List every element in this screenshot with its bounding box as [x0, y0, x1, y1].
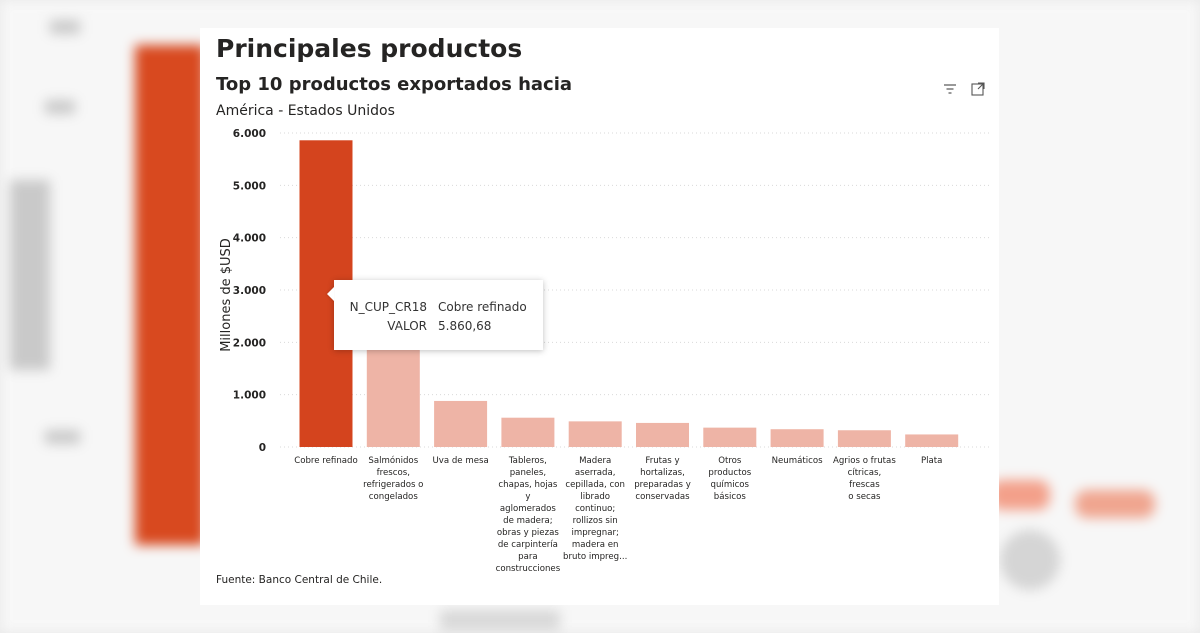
chart-title: Top 10 productos exportados hacia	[216, 74, 573, 95]
y-axis-label: Millones de $USD	[219, 238, 234, 352]
x-tick-label-line: Uva de mesa	[432, 456, 489, 466]
x-tick-label-line: aserrada,	[574, 468, 616, 478]
chart-card: Principales productos Top 10 productos e…	[200, 28, 999, 605]
x-tick-label-line: librado	[580, 492, 611, 502]
x-tick-label-line: paneles,	[509, 468, 547, 478]
focus-mode-icon[interactable]	[969, 80, 987, 98]
bar[interactable]	[434, 400, 488, 447]
bar[interactable]	[905, 434, 959, 447]
x-tick-label-line: cítricas, frescas	[847, 468, 882, 490]
x-tick-label: Uva de mesa	[428, 455, 494, 467]
x-tick-label-line: Frutas y	[645, 456, 680, 466]
y-tick-label: 3.000	[233, 285, 266, 297]
x-tick-label-line: madera en	[571, 540, 619, 550]
x-tick-label-line: Agrios o frutas	[832, 456, 896, 466]
x-tick-label-line: obras y piezas	[496, 528, 559, 538]
x-tick-label: Otros productos químicos básicos	[697, 455, 763, 503]
x-tick-label-line: hortalizas,	[640, 468, 685, 478]
x-tick-label: Cobre refinado	[293, 455, 359, 467]
tooltip-key: VALOR	[387, 319, 427, 333]
x-tick-label-line: impregnar;	[571, 528, 619, 538]
x-tick-label-line: congelados	[368, 492, 418, 502]
x-tick-label: Tableros, paneles, chapas, hojas y aglomera…	[495, 455, 561, 575]
bar[interactable]	[501, 417, 555, 447]
x-tick-label-line: preparadas y	[634, 480, 691, 490]
x-tick-label-line: refrigerados o	[363, 480, 424, 490]
x-tick-label-line: productos	[708, 468, 752, 478]
x-tick-label-line: continuo;	[575, 504, 616, 514]
bar[interactable]	[636, 422, 689, 447]
bar[interactable]	[703, 427, 757, 447]
y-tick-label: 1.000	[233, 390, 266, 402]
x-tick-label-line: construcciones	[495, 564, 561, 574]
bar[interactable]	[770, 429, 824, 447]
x-tick-label-line: cepillada, con	[565, 480, 625, 490]
x-tick-label: Neumáticos	[764, 455, 830, 467]
x-tick-label: Agrios o frutas cítricas, frescas o secas	[831, 455, 897, 503]
x-tick-label-line: chapas, hojas y	[498, 480, 558, 502]
x-tick-label: Madera aserrada, cepillada, con librado cont…	[562, 455, 628, 563]
x-tick-label-line: conservadas	[635, 492, 690, 502]
x-tick-label-line: básicos	[713, 492, 746, 502]
x-tick-label-line: de carpintería	[497, 540, 558, 550]
y-tick-label: 2.000	[233, 337, 266, 349]
bar[interactable]	[366, 347, 420, 447]
x-tick-label-line: Tableros,	[508, 456, 547, 466]
chart-subtitle: América - Estados Unidos	[216, 103, 395, 119]
x-tick-label-line: frescos,	[376, 468, 410, 478]
x-tick-label-line: aglomerados	[499, 504, 556, 514]
x-tick-label-line: químicos	[710, 480, 750, 490]
x-tick-label-line: Cobre refinado	[294, 456, 358, 466]
y-tick-label: 6.000	[233, 128, 266, 140]
x-tick-label-line: Salmónidos	[368, 456, 419, 466]
tooltip-value: Cobre refinado	[438, 300, 527, 314]
x-tick-label-line: Otros	[718, 456, 742, 466]
x-tick-label-line: Neumáticos	[771, 456, 823, 466]
x-tick-label: Salmónidos frescos, refrigerados o congelad…	[360, 455, 426, 503]
x-tick-label: Plata	[899, 455, 965, 467]
bar[interactable]	[568, 421, 622, 447]
x-tick-label-line: bruto impreg...	[563, 552, 628, 562]
filter-icon[interactable]	[941, 80, 959, 98]
x-tick-label: Frutas y hortalizas, preparadas y conservad…	[630, 455, 696, 503]
y-tick-label: 5.000	[233, 180, 266, 192]
y-tick-label: 0	[259, 442, 266, 454]
x-tick-label-line: Madera	[579, 456, 612, 466]
x-tick-label-line: de madera;	[503, 516, 553, 526]
tooltip-key: N_CUP_CR18	[349, 300, 427, 314]
page-title: Principales productos	[216, 34, 523, 63]
x-tick-label-line: para	[518, 552, 538, 562]
x-tick-label-line: rollizos sin	[572, 516, 618, 526]
tooltip: N_CUP_CR18 Cobre refinado VALOR 5.860,68	[334, 280, 543, 350]
tooltip-value: 5.860,68	[438, 319, 492, 333]
source-note: Fuente: Banco Central de Chile.	[216, 574, 383, 586]
y-tick-label: 4.000	[233, 233, 266, 245]
bar[interactable]	[837, 430, 891, 447]
x-tick-label-line: o secas	[848, 492, 881, 502]
x-tick-label-line: Plata	[920, 456, 943, 466]
